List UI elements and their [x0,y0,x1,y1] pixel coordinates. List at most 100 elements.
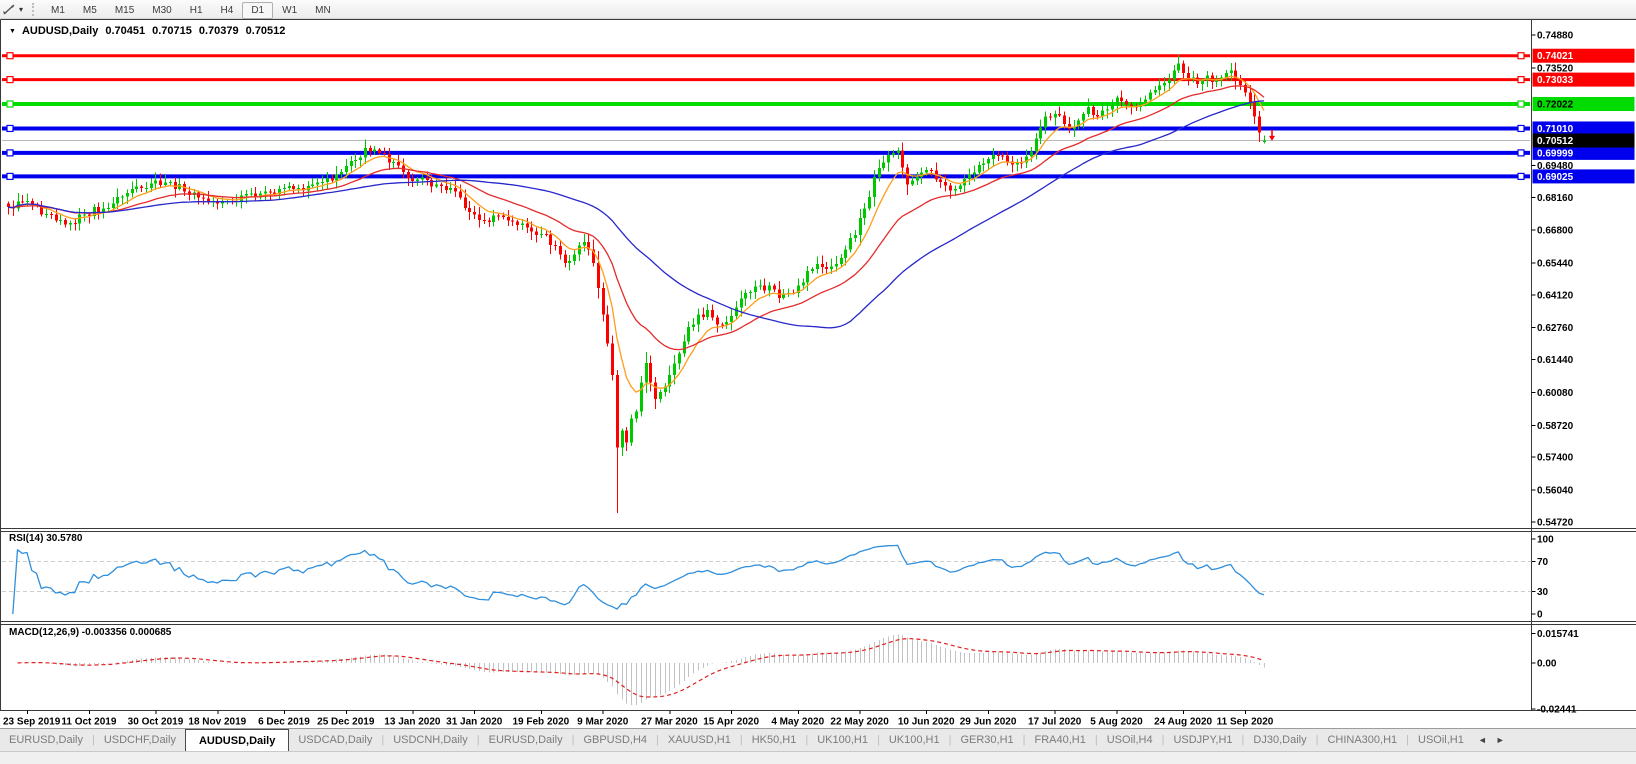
ohlc-close: 0.70512 [245,25,286,37]
symbol-dropdown-icon[interactable]: ▼ [9,27,16,35]
svg-text:0.60080: 0.60080 [1537,388,1574,399]
tab-uk100-h1[interactable]: UK100,H1 [817,734,868,746]
toolbar-grip[interactable] [32,2,35,16]
tab-fra40-h1[interactable]: FRA40,H1 [1034,734,1086,746]
ohlc-open: 0.70451 [105,25,146,37]
timeframe-button-D1[interactable]: D1 [242,2,274,19]
svg-text:11 Oct 2019: 11 Oct 2019 [61,717,116,728]
scroll-left-icon[interactable]: ◄ [1477,735,1487,745]
scroll-right-icon[interactable]: ► [1495,735,1505,745]
ohlc-low: 0.70379 [198,25,239,37]
timeframe-button-W1[interactable]: W1 [282,5,298,16]
tab-gbpusd-h4[interactable]: GBPUSD,H4 [583,734,648,746]
tab-separator: | [381,734,385,746]
rsi-panel: 100 70 30 0 [2,535,1554,621]
svg-text:0.70512: 0.70512 [1537,136,1574,147]
macd-panel: 0.015741 0.00 -0.02441 [13,629,1579,716]
svg-text:24 Aug 2020: 24 Aug 2020 [1154,717,1212,728]
svg-text:30: 30 [1537,587,1549,598]
svg-text:4 May 2020: 4 May 2020 [771,717,824,728]
tab-separator: | [739,734,743,746]
cursor-tool-button[interactable]: ▾ [2,3,23,16]
svg-text:0: 0 [1537,610,1543,621]
timeframe-button-H4[interactable]: H4 [220,5,234,16]
svg-text:13 Jan 2020: 13 Jan 2020 [384,717,441,728]
ma-mid-line [7,85,1265,351]
svg-text:0.69480: 0.69480 [1537,161,1574,172]
date-axis-labels: 23 Sep 2019 11 Oct 2019 30 Oct 2019 18 Nov … [3,710,1274,728]
svg-text:70: 70 [1537,557,1549,568]
timeframe-buttons: M1 M5 M15 M30 H1 H4 D1 W1 MN [42,0,340,19]
horizontal-lines[interactable] [2,52,1532,181]
tab-usdcnh-daily[interactable]: USDCNH,Daily [393,734,468,746]
timeframe-button-M5[interactable]: M5 [82,5,97,16]
tab-separator: | [805,734,809,746]
panel-borders [0,19,1636,711]
svg-text:0.74021: 0.74021 [1537,51,1574,62]
svg-text:0.69025: 0.69025 [1537,172,1574,183]
svg-text:0.64120: 0.64120 [1537,290,1574,301]
tab-separator: | [1406,734,1410,746]
tab-china300-h1[interactable]: CHINA300,H1 [1327,734,1398,746]
ohlc-high: 0.70715 [152,25,192,37]
svg-text:100: 100 [1537,535,1554,546]
sell-arrow-icon[interactable] [1269,129,1275,141]
timeframe-toolbar: ▾ M1 M5 M15 M30 H1 H4 D1 W1 MN [0,0,1636,19]
timeframe-button-M15[interactable]: M15 [114,5,135,16]
tab-separator: | [876,734,880,746]
tab-usoil-h1[interactable]: USOil,H1 [1418,734,1464,746]
svg-text:0.65440: 0.65440 [1537,259,1574,270]
svg-text:0.74880: 0.74880 [1537,30,1574,41]
main-price-panel [2,52,1532,513]
tab-audusd-daily[interactable]: AUDUSD,Daily [184,729,290,751]
timeframe-button-H1[interactable]: H1 [189,5,203,16]
tab-dj30-daily[interactable]: DJ30,Daily [1253,734,1307,746]
svg-text:22 May 2020: 22 May 2020 [830,717,889,728]
tab-usdcad-daily[interactable]: USDCAD,Daily [298,734,373,746]
tab-eurusd-daily[interactable]: EURUSD,Daily [9,734,83,746]
svg-text:0.73033: 0.73033 [1537,75,1574,86]
svg-text:0.72022: 0.72022 [1537,100,1574,111]
svg-text:0.66800: 0.66800 [1537,226,1574,237]
svg-text:0.69999: 0.69999 [1537,148,1574,159]
tab-usdchf-daily[interactable]: USDCHF,Daily [103,734,176,746]
timeframe-button-M1[interactable]: M1 [51,5,65,16]
tab-hk50-h1[interactable]: HK50,H1 [751,734,797,746]
tab-separator: | [476,734,480,746]
tab-separator: | [948,734,952,746]
tab-eurusd-daily[interactable]: EURUSD,Daily [488,734,563,746]
svg-text:0.54720: 0.54720 [1537,517,1574,528]
tab-usdjpy-h1[interactable]: USDJPY,H1 [1173,734,1233,746]
tab-uk100-h1[interactable]: UK100,H1 [888,734,940,746]
svg-text:0.57400: 0.57400 [1537,453,1574,464]
tab-ger30-h1[interactable]: GER30,H1 [960,734,1014,746]
tab-separator: | [1094,734,1098,746]
tab-separator: | [1161,734,1165,746]
svg-text:30 Oct 2019: 30 Oct 2019 [128,717,184,728]
svg-text:25 Dec 2019: 25 Dec 2019 [317,717,375,728]
tab-usoil-h4[interactable]: USOil,H4 [1106,734,1153,746]
svg-text:0.61440: 0.61440 [1537,355,1574,366]
tab-separator: | [1241,734,1245,746]
svg-text:23 Sep 2019: 23 Sep 2019 [3,717,61,728]
timeframe-button-MN[interactable]: MN [315,5,331,16]
cursor-tool-caret-icon[interactable]: ▾ [19,4,24,14]
svg-text:29 Jun 2020: 29 Jun 2020 [960,717,1017,728]
tab-scroll-buttons: ◄ ► [1478,729,1505,751]
candles-layer [7,54,1266,513]
svg-text:19 Feb 2020: 19 Feb 2020 [512,717,569,728]
chart-canvas[interactable]: 0.74880 0.73520 0.69480 0.68160 0.66800 0.654… [0,19,1636,728]
svg-text:0.71010: 0.71010 [1537,124,1574,135]
price-line-badges: 0.74021 0.73033 0.72022 0.71010 0.69999 0.690… [1532,48,1635,184]
svg-text:0.00: 0.00 [1537,659,1557,670]
timeframe-button-M30[interactable]: M30 [152,5,172,16]
tab-xauusd-h1[interactable]: XAUUSD,H1 [667,734,731,746]
status-bar [0,751,1636,764]
svg-text:17 Jul 2020: 17 Jul 2020 [1028,717,1082,728]
svg-text:0.015741: 0.015741 [1537,629,1579,640]
price-axis-labels: 0.74880 0.73520 0.69480 0.68160 0.66800 0.654… [1531,30,1574,528]
svg-text:0.58720: 0.58720 [1537,421,1574,432]
svg-text:9 Mar 2020: 9 Mar 2020 [577,717,629,728]
rsi-indicator-label: RSI(14) 30.5780 [9,533,83,544]
macd-signal-line [17,638,1265,698]
